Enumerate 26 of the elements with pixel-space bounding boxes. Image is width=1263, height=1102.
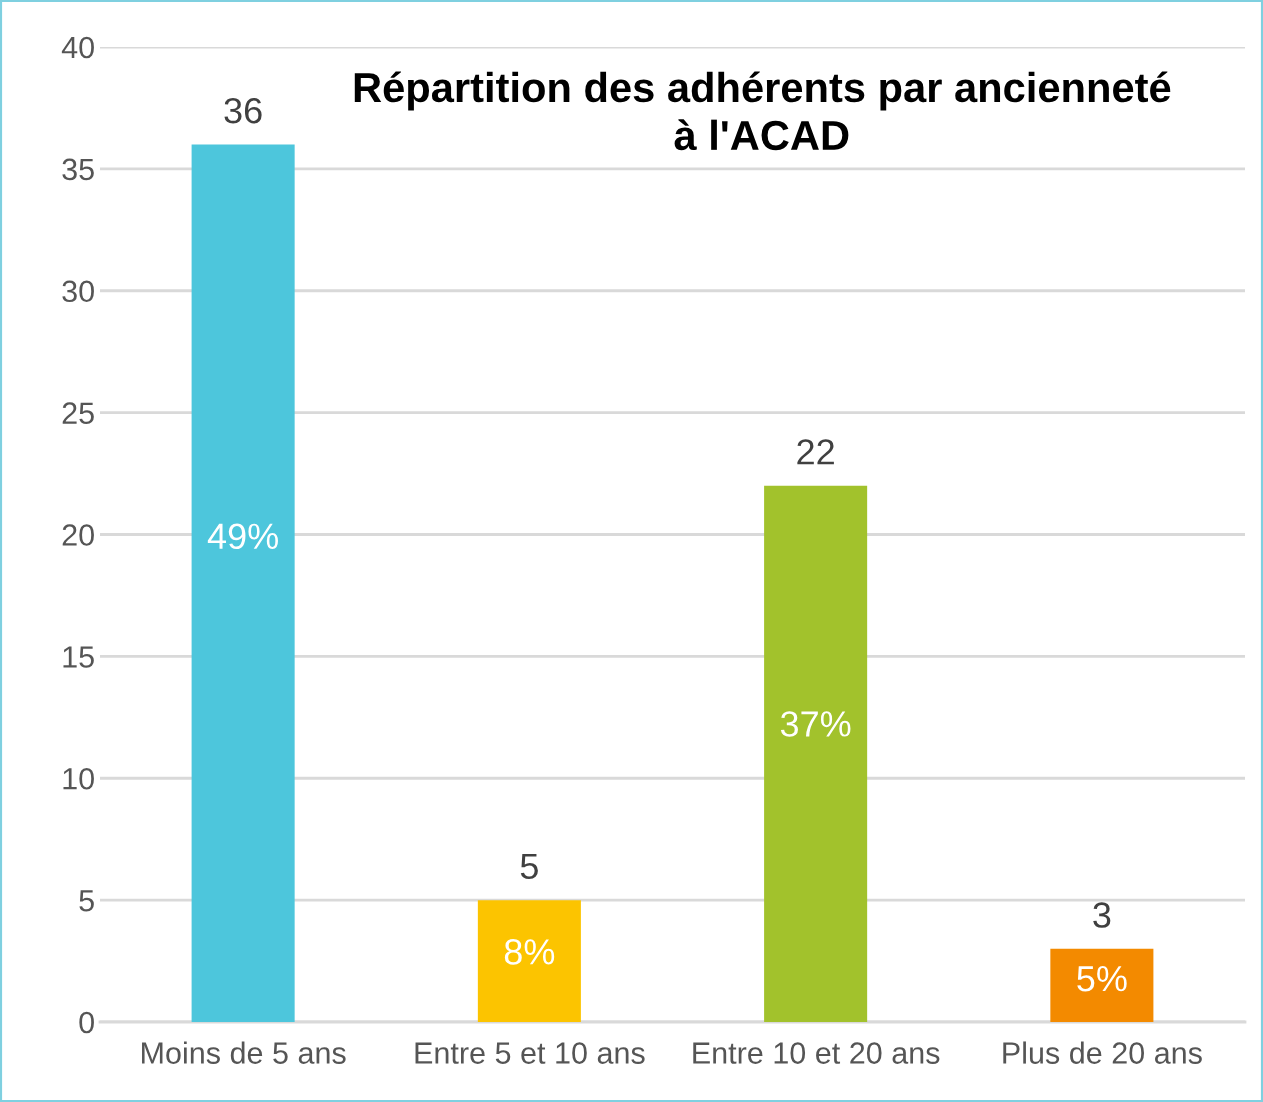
annotation: 8% xyxy=(504,939,555,965)
annotation: 49% xyxy=(207,523,278,550)
x-tick-label: Entre 10 et 20 ans xyxy=(693,1042,940,1064)
y-tick-label: 15 xyxy=(63,646,94,668)
data-label: 36 xyxy=(224,97,262,124)
y-tick-label: 25 xyxy=(62,402,94,424)
data-label: 22 xyxy=(797,439,834,465)
y-tick-label: 35 xyxy=(62,158,94,181)
y-tick-label: 0 xyxy=(79,1011,94,1034)
x-tick-label: Moins de 5 ans xyxy=(142,1041,346,1064)
y-tick-label: 10 xyxy=(63,767,94,790)
y-tick-label: 5 xyxy=(79,890,94,912)
bar xyxy=(1050,948,1154,1022)
bar xyxy=(477,900,581,1022)
y-tick-label: 20 xyxy=(62,524,94,546)
annotation: 5% xyxy=(1077,966,1127,992)
y-tick-label: 40 xyxy=(61,36,94,59)
x-tick-label: Plus de 20 ans xyxy=(1003,1041,1202,1064)
data-label: 3 xyxy=(1093,902,1111,928)
y-tick-label: 30 xyxy=(62,280,94,303)
bar xyxy=(764,485,868,1022)
x-tick-label: Entre 5 et 10 ans xyxy=(415,1042,645,1064)
annotation: 37% xyxy=(780,711,851,737)
text: Répartition des adhérents par ancienneté à l'ACAD xyxy=(354,71,1171,151)
bar xyxy=(191,144,295,1022)
data-label: 5 xyxy=(520,853,538,880)
